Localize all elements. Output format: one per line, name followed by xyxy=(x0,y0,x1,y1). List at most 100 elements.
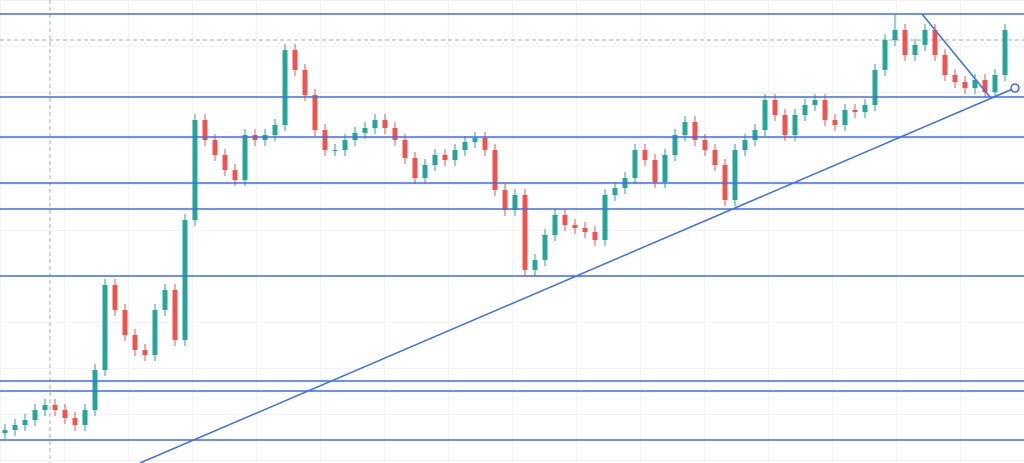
candle-body xyxy=(152,310,158,355)
candle-body xyxy=(802,105,808,115)
candle-body xyxy=(572,225,578,228)
candle-body xyxy=(592,232,598,240)
candle-body xyxy=(652,160,658,182)
candle-body xyxy=(52,405,58,410)
candle-body xyxy=(172,290,178,340)
candle-body xyxy=(872,70,878,105)
candle-body xyxy=(312,95,318,130)
candle-body xyxy=(522,195,528,270)
candle-body xyxy=(202,120,208,140)
candle-body xyxy=(852,110,858,112)
candle-body xyxy=(562,215,568,225)
candle-body xyxy=(272,125,278,135)
candle-body xyxy=(882,40,888,70)
candle-body xyxy=(602,195,608,240)
candle-body xyxy=(832,120,838,125)
candle-body xyxy=(812,100,818,105)
candle-body xyxy=(232,170,238,180)
candle-body xyxy=(132,335,138,350)
candle-body xyxy=(182,220,188,340)
candle-body xyxy=(772,100,778,115)
trend-line xyxy=(921,13,991,98)
trend-handle xyxy=(1010,83,1020,93)
candle-body xyxy=(122,310,128,335)
candle-body xyxy=(822,100,828,120)
candle-body xyxy=(792,115,798,135)
candle-body xyxy=(22,420,28,425)
candle-body xyxy=(482,138,488,150)
candle-body xyxy=(672,135,678,155)
candle-body xyxy=(932,30,938,55)
candle-body xyxy=(542,235,548,260)
candle-body xyxy=(612,188,618,195)
candle-body xyxy=(212,140,218,155)
candle-body xyxy=(732,150,738,200)
candle-body xyxy=(502,190,508,210)
candle-body xyxy=(12,425,18,430)
candle-body xyxy=(912,45,918,55)
candle-body xyxy=(742,140,748,150)
candle-body xyxy=(762,100,768,130)
candle-body xyxy=(192,120,198,220)
candle-body xyxy=(702,140,708,150)
candle-body xyxy=(442,155,448,160)
candle-body xyxy=(492,150,498,190)
candle-body xyxy=(2,430,8,433)
candle-body xyxy=(92,370,98,410)
candle-body xyxy=(382,120,388,128)
candle-body xyxy=(32,410,38,420)
candle-body xyxy=(922,30,928,45)
candle-body xyxy=(692,122,698,140)
candle-body xyxy=(462,142,468,150)
candle-body xyxy=(392,128,398,140)
candle-body xyxy=(902,30,908,55)
candle-body xyxy=(222,155,228,170)
candle-body xyxy=(632,150,638,178)
candle-body xyxy=(982,80,988,92)
candle-body xyxy=(892,30,898,40)
candle-body xyxy=(362,128,368,133)
candle-body xyxy=(402,140,408,158)
candle-body xyxy=(862,105,868,112)
candle-body xyxy=(112,285,118,310)
candle-body xyxy=(282,50,288,125)
candle-body xyxy=(322,130,328,150)
candle-body xyxy=(942,55,948,75)
candle-body xyxy=(142,350,148,355)
candle-body xyxy=(342,140,348,150)
candle-body xyxy=(72,418,78,425)
candle-body xyxy=(62,410,68,418)
trend-line xyxy=(139,87,1016,463)
candle-body xyxy=(962,82,968,88)
candle-body xyxy=(532,260,538,270)
candle-body xyxy=(42,405,48,410)
candle-body xyxy=(412,158,418,178)
candle-body xyxy=(842,110,848,125)
candle-body xyxy=(752,130,758,140)
candle-body xyxy=(972,80,978,88)
candle-body xyxy=(472,138,478,142)
candle-body xyxy=(372,120,378,128)
candle-body xyxy=(1002,30,1008,75)
candle-body xyxy=(242,135,248,180)
candle-body xyxy=(82,410,88,425)
candle-body xyxy=(332,150,338,151)
candle-body xyxy=(642,150,648,160)
candle-body xyxy=(432,155,438,165)
candle-body xyxy=(292,50,298,70)
candle-body xyxy=(992,75,998,92)
candle-body xyxy=(552,215,558,235)
candle-body xyxy=(512,195,518,210)
candle-body xyxy=(582,228,588,232)
candle-body xyxy=(302,70,308,95)
candle-body xyxy=(422,165,428,178)
candle-body xyxy=(782,115,788,135)
candle-body xyxy=(452,150,458,160)
candle-body xyxy=(712,150,718,165)
candle-body xyxy=(662,155,668,182)
candle-body xyxy=(162,290,168,310)
candle-body xyxy=(102,285,108,370)
candle-body xyxy=(952,75,958,82)
candle-body xyxy=(682,122,688,135)
